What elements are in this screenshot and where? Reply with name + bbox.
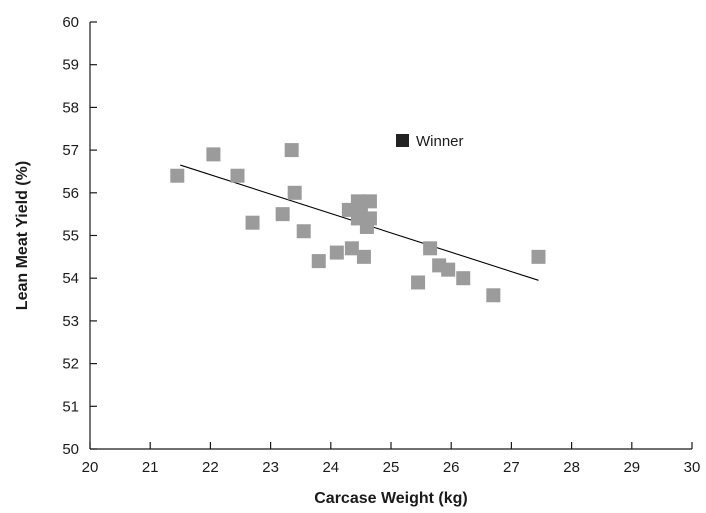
legend-label: Winner bbox=[416, 133, 464, 150]
x-tick-label: 30 bbox=[684, 459, 701, 476]
axes: 20 21 22 23 24 25 26 27 28 29 30 50515253545556575… bbox=[62, 14, 700, 476]
x-tick-label: 21 bbox=[142, 459, 159, 476]
data-point bbox=[441, 262, 456, 277]
y-tick-label: 52 bbox=[62, 356, 79, 373]
data-point bbox=[486, 288, 501, 303]
x-tick-label: 22 bbox=[202, 459, 219, 476]
data-point bbox=[311, 254, 326, 269]
data-point bbox=[456, 271, 471, 286]
x-tick-label: 27 bbox=[503, 459, 520, 476]
y-ticks: 50 51 52 53 54 55 56 57 58 59 60 bbox=[62, 14, 97, 458]
y-tick-label: 51 bbox=[62, 398, 79, 415]
data-point bbox=[356, 249, 371, 264]
y-tick-label: 50 bbox=[62, 441, 79, 458]
data-point bbox=[344, 241, 359, 256]
data-point bbox=[284, 143, 299, 158]
y-tick-label: 55 bbox=[62, 228, 79, 245]
points-layer bbox=[170, 143, 546, 303]
data-point bbox=[230, 168, 245, 183]
legend: Winner bbox=[396, 133, 464, 150]
data-point bbox=[423, 241, 438, 256]
legend-swatch bbox=[396, 134, 409, 147]
y-tick-label: 56 bbox=[62, 185, 79, 202]
data-point bbox=[287, 185, 302, 200]
x-tick-label: 25 bbox=[383, 459, 400, 476]
y-tick-label: 60 bbox=[62, 14, 79, 31]
data-point bbox=[275, 207, 290, 222]
data-point bbox=[206, 147, 221, 162]
y-tick-label: 54 bbox=[62, 270, 79, 287]
data-point bbox=[329, 245, 344, 260]
data-point bbox=[531, 249, 546, 264]
data-point bbox=[362, 194, 377, 209]
x-ticks: 20 21 22 23 24 25 26 27 28 29 30 bbox=[82, 442, 701, 476]
x-tick-label: 28 bbox=[563, 459, 580, 476]
x-axis-title: Carcase Weight (kg) bbox=[314, 490, 468, 507]
data-point bbox=[245, 215, 260, 230]
x-tick-label: 24 bbox=[322, 459, 339, 476]
y-tick-label: 53 bbox=[62, 313, 79, 330]
y-tick-label: 57 bbox=[62, 142, 79, 159]
y-axis-title: Lean Meat Yield (%) bbox=[14, 161, 31, 310]
data-point bbox=[362, 211, 377, 226]
data-point bbox=[296, 224, 311, 239]
y-tick-label: 59 bbox=[62, 57, 79, 74]
x-tick-label: 20 bbox=[82, 459, 99, 476]
data-point bbox=[411, 275, 426, 290]
data-point bbox=[170, 168, 185, 183]
y-tick-label: 58 bbox=[62, 99, 79, 116]
x-tick-label: 23 bbox=[262, 459, 279, 476]
x-tick-label: 29 bbox=[623, 459, 640, 476]
x-tick-label: 26 bbox=[443, 459, 460, 476]
